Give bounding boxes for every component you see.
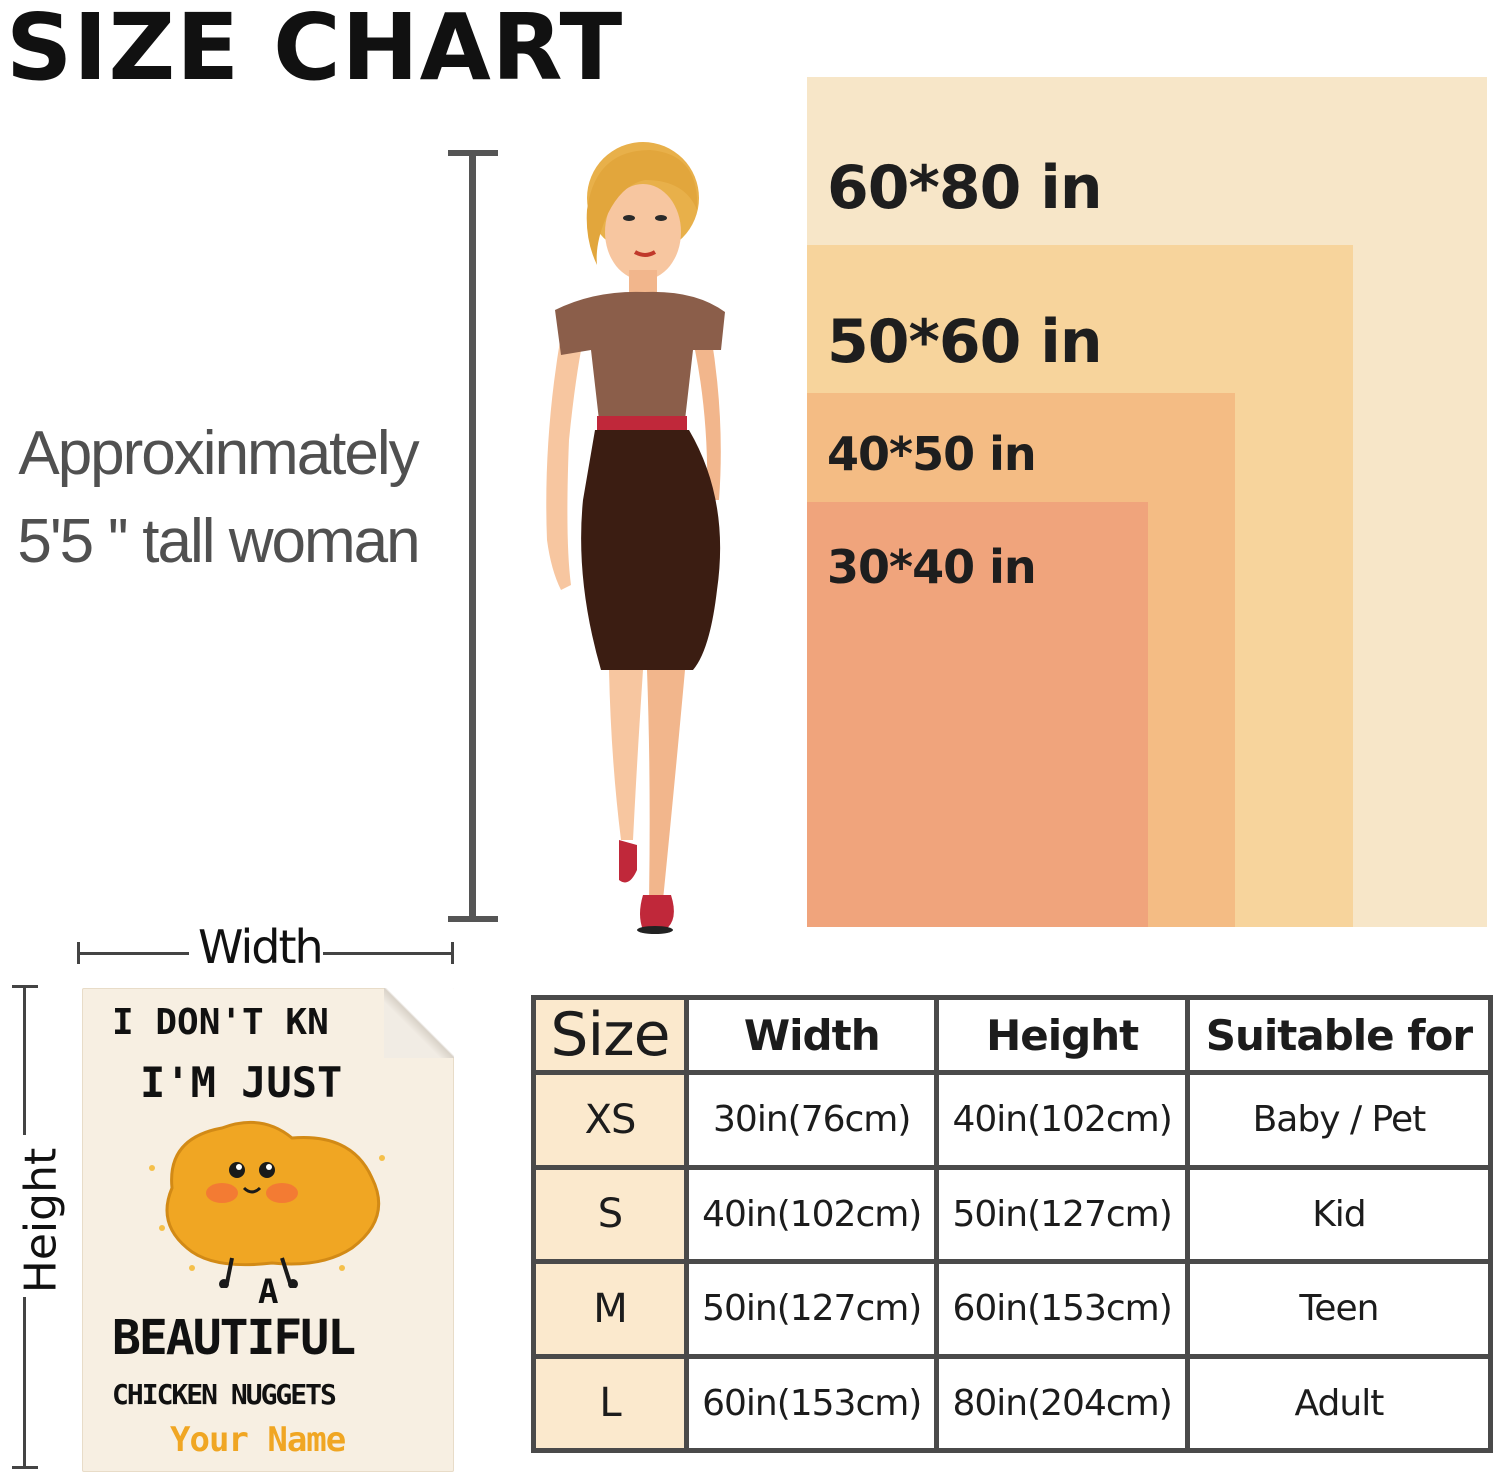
blanket-text-line-5: CHICKEN NUGGETS [112, 1378, 337, 1411]
blanket-text-line-1: I DON'T KN [112, 1002, 329, 1043]
cell-height: 60in(153cm) [939, 1264, 1185, 1354]
column-header-height: Height [939, 1000, 1185, 1070]
cell-suitable-for: Teen [1189, 1264, 1488, 1354]
chicken-nugget-icon [149, 1120, 385, 1288]
width-label: Width [198, 920, 324, 974]
blanket-preview: I DON'T KN I'M JUST A BEAUTIFUL CHICKEN … [82, 988, 454, 1472]
woman-height-caption: Approxinmately 5'5 '' tall woman [8, 410, 428, 586]
table-header-row: Size Width Height Suitable for [536, 1000, 1488, 1070]
height-indicator [10, 985, 40, 1469]
size-table: Size Width Height Suitable for XS 30in(7… [531, 995, 1493, 1453]
cell-width: 60in(153cm) [689, 1358, 935, 1448]
size-block-30x40: 30*40 in [807, 502, 1148, 927]
page-title: SIZE CHART [6, 0, 624, 101]
height-ruler [448, 150, 498, 922]
cell-suitable-for: Baby / Pet [1189, 1075, 1488, 1165]
column-header-size: Size [536, 1000, 684, 1070]
cell-size: XS [536, 1075, 684, 1165]
size-block-label: 60*80 in [827, 153, 1103, 223]
cell-suitable-for: Kid [1189, 1169, 1488, 1259]
cell-height: 40in(102cm) [939, 1075, 1185, 1165]
cell-height: 50in(127cm) [939, 1169, 1185, 1259]
column-header-width: Width [689, 1000, 935, 1070]
caption-line-1: Approxinmately [18, 419, 419, 488]
cell-size: L [536, 1358, 684, 1448]
cell-width: 40in(102cm) [689, 1169, 935, 1259]
blanket-text-line-3: A [258, 1272, 279, 1312]
cell-size: S [536, 1169, 684, 1259]
height-label: Height [15, 1147, 67, 1294]
blanket-text-line-2: I'M JUST [140, 1058, 343, 1107]
caption-line-2: 5'5 '' tall woman [17, 507, 420, 576]
table-row: L 60in(153cm) 80in(204cm) Adult [536, 1358, 1488, 1448]
size-block-label: 50*60 in [827, 307, 1103, 377]
width-indicator [77, 940, 454, 966]
cell-suitable-for: Adult [1189, 1358, 1488, 1448]
cell-width: 50in(127cm) [689, 1264, 935, 1354]
table-row: S 40in(102cm) 50in(127cm) Kid [536, 1169, 1488, 1259]
table-row: M 50in(127cm) 60in(153cm) Teen [536, 1264, 1488, 1354]
blanket-text-line-6: Your Name [170, 1420, 346, 1460]
woman-illustration [546, 142, 725, 934]
blanket-text-line-4: BEAUTIFUL [112, 1310, 356, 1366]
size-block-label: 40*50 in [827, 427, 1037, 481]
size-block-label: 30*40 in [827, 540, 1037, 594]
cell-width: 30in(76cm) [689, 1075, 935, 1165]
cell-height: 80in(204cm) [939, 1358, 1185, 1448]
column-header-suitable-for: Suitable for [1189, 1000, 1488, 1070]
cell-size: M [536, 1264, 684, 1354]
table-row: XS 30in(76cm) 40in(102cm) Baby / Pet [536, 1075, 1488, 1165]
